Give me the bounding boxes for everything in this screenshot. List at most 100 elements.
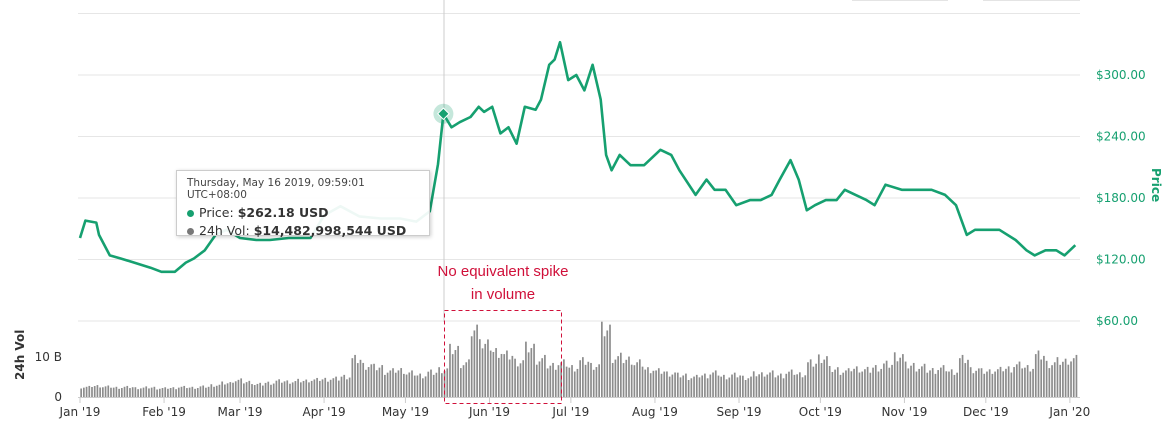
volume-bar [256,383,259,397]
volume-bar [167,388,169,397]
volume-bar [1043,355,1045,397]
volume-bar [761,372,763,397]
volume-bar [1002,371,1005,397]
volume-bar [327,381,329,397]
x-tick-label: Jun '19 [468,405,510,419]
volume-bar [324,377,327,397]
volume-tick-label: 10 B [35,350,62,364]
volume-bar [129,388,131,397]
volume-bar [617,356,619,397]
volume-bar [910,365,912,397]
volume-bar [977,368,980,397]
x-tick-label: Sep '19 [717,405,762,419]
volume-bar [986,371,988,397]
volume-bar [687,380,690,397]
price-axis-title: Price [1149,168,1163,202]
volume-bar [110,387,112,397]
volume-bar [422,378,424,397]
volume-bar [788,371,790,397]
x-tick-label: Nov '19 [882,405,928,419]
volume-bar [1072,358,1075,397]
x-tick-label: Apr '19 [303,405,346,419]
volume-bar [831,372,834,397]
volume-bar [793,374,796,397]
volume-bar [961,354,964,397]
volume-bar [432,374,435,397]
volume-bar [362,362,365,397]
range-button-2[interactable] [983,0,1080,1]
volume-bar [259,382,261,397]
volume-bar [251,384,253,397]
volume-bar [785,373,788,397]
volume-bar [397,370,400,397]
volume-bar [535,364,538,397]
volume-bar [766,374,769,397]
price-dot-icon [187,210,194,217]
volume-bar [283,381,286,397]
volume-bar [516,366,519,397]
volume-bar [828,366,831,397]
volume-bar [942,365,945,397]
volume-bar [1070,361,1072,397]
volume-bar [571,365,573,397]
volume-bar [83,387,85,397]
volume-bar [869,372,872,397]
volume-bar [912,362,915,397]
volume-bar [267,381,270,397]
volume-bar [996,369,999,397]
volume-bar [790,369,793,397]
volume-bar [647,367,649,397]
volume-bar [877,371,880,397]
volume-bar [742,375,744,397]
volume-bar [983,373,986,397]
range-button-1[interactable] [852,0,948,1]
volume-bar [885,360,888,397]
tooltip: Thursday, May 16 2019, 09:59:01 UTC+08:0… [176,170,430,238]
volume-bar [557,365,560,397]
volume-bar [582,357,584,397]
volume-bar [747,378,750,397]
volume-bar [725,379,728,397]
volume-bar [777,375,779,397]
volume-bar [348,377,351,397]
volume-bar [904,361,907,397]
volume-bar [503,354,506,397]
volume-bar [337,380,340,397]
volume-bar [411,370,413,397]
volume-bar [85,386,88,397]
volume-bar [782,378,785,397]
volume-bar [99,387,101,397]
volume-bar [194,388,196,397]
annotation-text: No equivalent spike in volume [420,260,586,306]
volume-bar [1037,350,1040,397]
price-tick-label: $240.00 [1096,130,1146,144]
volume-bar [948,371,950,397]
volume-bar [801,377,804,397]
volume-bar [853,368,855,397]
volume-bar [530,348,533,397]
volume-bar [820,363,823,397]
volume-bar [671,374,674,397]
volume-bar [389,370,392,397]
volume-bar [864,369,866,397]
price-tick-label: $120.00 [1096,253,1146,267]
volume-bar [446,368,449,397]
volume-bar [994,371,996,397]
volume-bar [573,371,576,397]
volume-bar [1032,368,1034,397]
volume-bar [709,374,712,397]
volume-bar [1040,359,1043,397]
volume-bar [104,386,107,397]
volume-bar [1029,371,1032,397]
volume-bar [487,339,489,397]
volume-bar [855,366,858,397]
volume-bar [280,382,283,397]
volume-bar [468,359,470,397]
volume-bar [758,374,760,397]
volume-bar [332,378,335,397]
volume-bar [1075,354,1078,397]
volume-bar [112,387,115,397]
volume-bar [1026,365,1029,397]
volume-bar [541,358,544,397]
